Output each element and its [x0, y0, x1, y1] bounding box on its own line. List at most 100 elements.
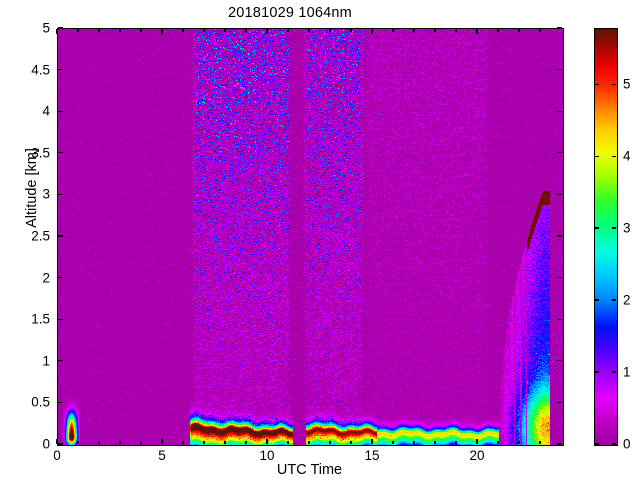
- x-axis-tick-label: 10: [259, 448, 275, 463]
- y-axis-tick-label: 1: [42, 353, 50, 369]
- x-axis-minor-tick: [518, 441, 520, 444]
- x-axis-minor-tick: [308, 441, 310, 444]
- heatmap-image: [58, 29, 563, 445]
- colorbar-tick: [595, 83, 599, 85]
- x-axis-minor-tick: [287, 29, 289, 32]
- x-axis-minor-tick: [539, 441, 541, 444]
- x-axis-minor-tick: [182, 29, 184, 32]
- y-axis-tick: [58, 401, 63, 403]
- colorbar-gradient: [595, 29, 617, 445]
- x-axis-minor-tick: [392, 29, 394, 32]
- y-axis-tick: [58, 443, 63, 445]
- y-axis-tick: [58, 277, 63, 279]
- heatmap-plot-area: [57, 28, 564, 446]
- x-axis-minor-tick: [203, 29, 205, 32]
- x-axis-minor-tick: [224, 29, 226, 32]
- x-axis-tick: [476, 439, 478, 444]
- x-axis-minor-tick: [245, 441, 247, 444]
- x-axis-minor-tick: [497, 441, 499, 444]
- chart-title: 20181029 1064nm: [228, 5, 352, 21]
- y-axis-tick-label: 1.5: [31, 311, 50, 327]
- x-axis-minor-tick: [98, 441, 100, 444]
- y-axis-tick: [557, 443, 562, 445]
- y-axis-tick-label: 5: [42, 20, 50, 36]
- y-axis-tick-label: 0: [42, 436, 50, 452]
- x-axis-minor-tick: [539, 29, 541, 32]
- y-axis-tick-label: 3.5: [31, 145, 50, 161]
- colorbar-tick-label: 5: [623, 76, 631, 92]
- colorbar: [594, 28, 618, 446]
- colorbar-tick: [612, 155, 616, 157]
- x-axis-tick: [161, 439, 163, 444]
- y-axis-tick: [58, 193, 63, 195]
- y-axis-tick: [557, 152, 562, 154]
- y-axis-tick: [58, 69, 63, 71]
- x-axis-minor-tick: [392, 441, 394, 444]
- x-axis-minor-tick: [455, 29, 457, 32]
- colorbar-tick-label: 3: [623, 220, 631, 236]
- x-axis-tick-label: 15: [364, 448, 380, 463]
- x-axis-minor-tick: [434, 441, 436, 444]
- x-axis-minor-tick: [497, 29, 499, 32]
- x-axis-minor-tick: [329, 29, 331, 32]
- x-axis-minor-tick: [245, 29, 247, 32]
- y-axis-tick: [557, 277, 562, 279]
- y-axis-label: Altitude [km]: [24, 148, 40, 228]
- x-axis-minor-tick: [413, 29, 415, 32]
- x-axis-minor-tick: [140, 29, 142, 32]
- x-axis-minor-tick: [119, 441, 121, 444]
- colorbar-tick-label: 2: [623, 292, 631, 308]
- y-axis-tick-label: 3: [42, 186, 50, 202]
- x-axis-minor-tick: [77, 441, 79, 444]
- y-axis-tick: [557, 69, 562, 71]
- x-axis-minor-tick: [182, 441, 184, 444]
- x-axis-minor-tick: [434, 29, 436, 32]
- x-axis-minor-tick: [413, 441, 415, 444]
- x-axis-minor-tick: [98, 29, 100, 32]
- x-axis-tick: [266, 29, 268, 34]
- x-axis-label: UTC Time: [276, 462, 343, 478]
- colorbar-tick: [595, 155, 599, 157]
- x-axis-tick: [266, 439, 268, 444]
- y-axis-tick-label: 2.5: [31, 228, 50, 244]
- y-axis-tick-label: 0.5: [31, 394, 50, 410]
- x-axis-tick-label: 5: [158, 448, 166, 463]
- y-axis-tick: [557, 27, 562, 29]
- x-axis-minor-tick: [287, 441, 289, 444]
- x-axis-tick: [56, 29, 58, 34]
- x-axis-minor-tick: [329, 441, 331, 444]
- y-axis-tick: [557, 235, 562, 237]
- x-axis-tick: [371, 29, 373, 34]
- y-axis-tick: [58, 235, 63, 237]
- x-axis-minor-tick: [455, 441, 457, 444]
- x-axis-minor-tick: [77, 29, 79, 32]
- colorbar-tick-label: 0: [623, 436, 631, 452]
- colorbar-tick-label: 1: [623, 364, 631, 380]
- x-axis-tick-label: 20: [469, 448, 485, 463]
- colorbar-tick: [595, 371, 599, 373]
- colorbar-tick: [612, 227, 616, 229]
- y-axis-tick: [557, 318, 562, 320]
- x-axis-minor-tick: [350, 441, 352, 444]
- x-axis-minor-tick: [119, 29, 121, 32]
- x-axis-minor-tick: [350, 29, 352, 32]
- x-axis-minor-tick: [518, 29, 520, 32]
- colorbar-tick: [595, 299, 599, 301]
- y-axis-tick: [557, 193, 562, 195]
- colorbar-tick: [595, 443, 599, 445]
- x-axis-minor-tick: [203, 441, 205, 444]
- y-axis-tick: [58, 110, 63, 112]
- x-axis-tick: [476, 29, 478, 34]
- y-axis-tick: [557, 110, 562, 112]
- colorbar-tick: [612, 443, 616, 445]
- y-axis-tick: [58, 152, 63, 154]
- y-axis-tick: [58, 318, 63, 320]
- x-axis-minor-tick: [308, 29, 310, 32]
- x-axis-minor-tick: [224, 441, 226, 444]
- y-axis-tick-label: 2: [42, 270, 50, 286]
- colorbar-tick-label: 4: [623, 148, 631, 164]
- x-axis-tick: [161, 29, 163, 34]
- y-axis-tick: [58, 360, 63, 362]
- colorbar-tick: [595, 227, 599, 229]
